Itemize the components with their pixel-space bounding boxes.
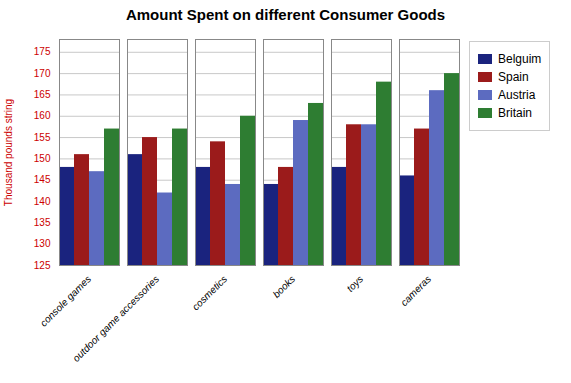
html-text:Austria: Austria xyxy=(498,88,536,102)
svg-text:135: 135 xyxy=(34,217,51,228)
svg-text:130: 130 xyxy=(34,238,51,249)
html-text:Amount Spent on different Cons: Amount Spent on different Consumer Goods xyxy=(125,6,446,23)
html-text:Britain: Britain xyxy=(498,106,532,120)
svg-text:150: 150 xyxy=(34,153,51,164)
html-text:Belguim: Belguim xyxy=(498,52,542,66)
svg-text:console games: console games xyxy=(38,273,93,328)
svg-text:140: 140 xyxy=(34,196,51,207)
html-text:Spain: Spain xyxy=(498,70,529,84)
svg-text:125: 125 xyxy=(34,260,51,271)
svg-text:155: 155 xyxy=(34,132,51,143)
svg-text:books: books xyxy=(271,273,298,300)
svg-text:165: 165 xyxy=(34,89,51,100)
svg-text:160: 160 xyxy=(34,110,51,121)
svg-text:cosmetics: cosmetics xyxy=(190,273,229,312)
svg-text:145: 145 xyxy=(34,174,51,185)
svg-text:cameras: cameras xyxy=(398,273,433,308)
svg-text:175: 175 xyxy=(34,46,51,57)
svg-text:toys: toys xyxy=(344,273,365,294)
svg-text:Thousand pounds string: Thousand pounds string xyxy=(3,99,14,206)
svg-text:outdoor game accessories: outdoor game accessories xyxy=(70,273,161,364)
svg-text:170: 170 xyxy=(34,68,51,79)
